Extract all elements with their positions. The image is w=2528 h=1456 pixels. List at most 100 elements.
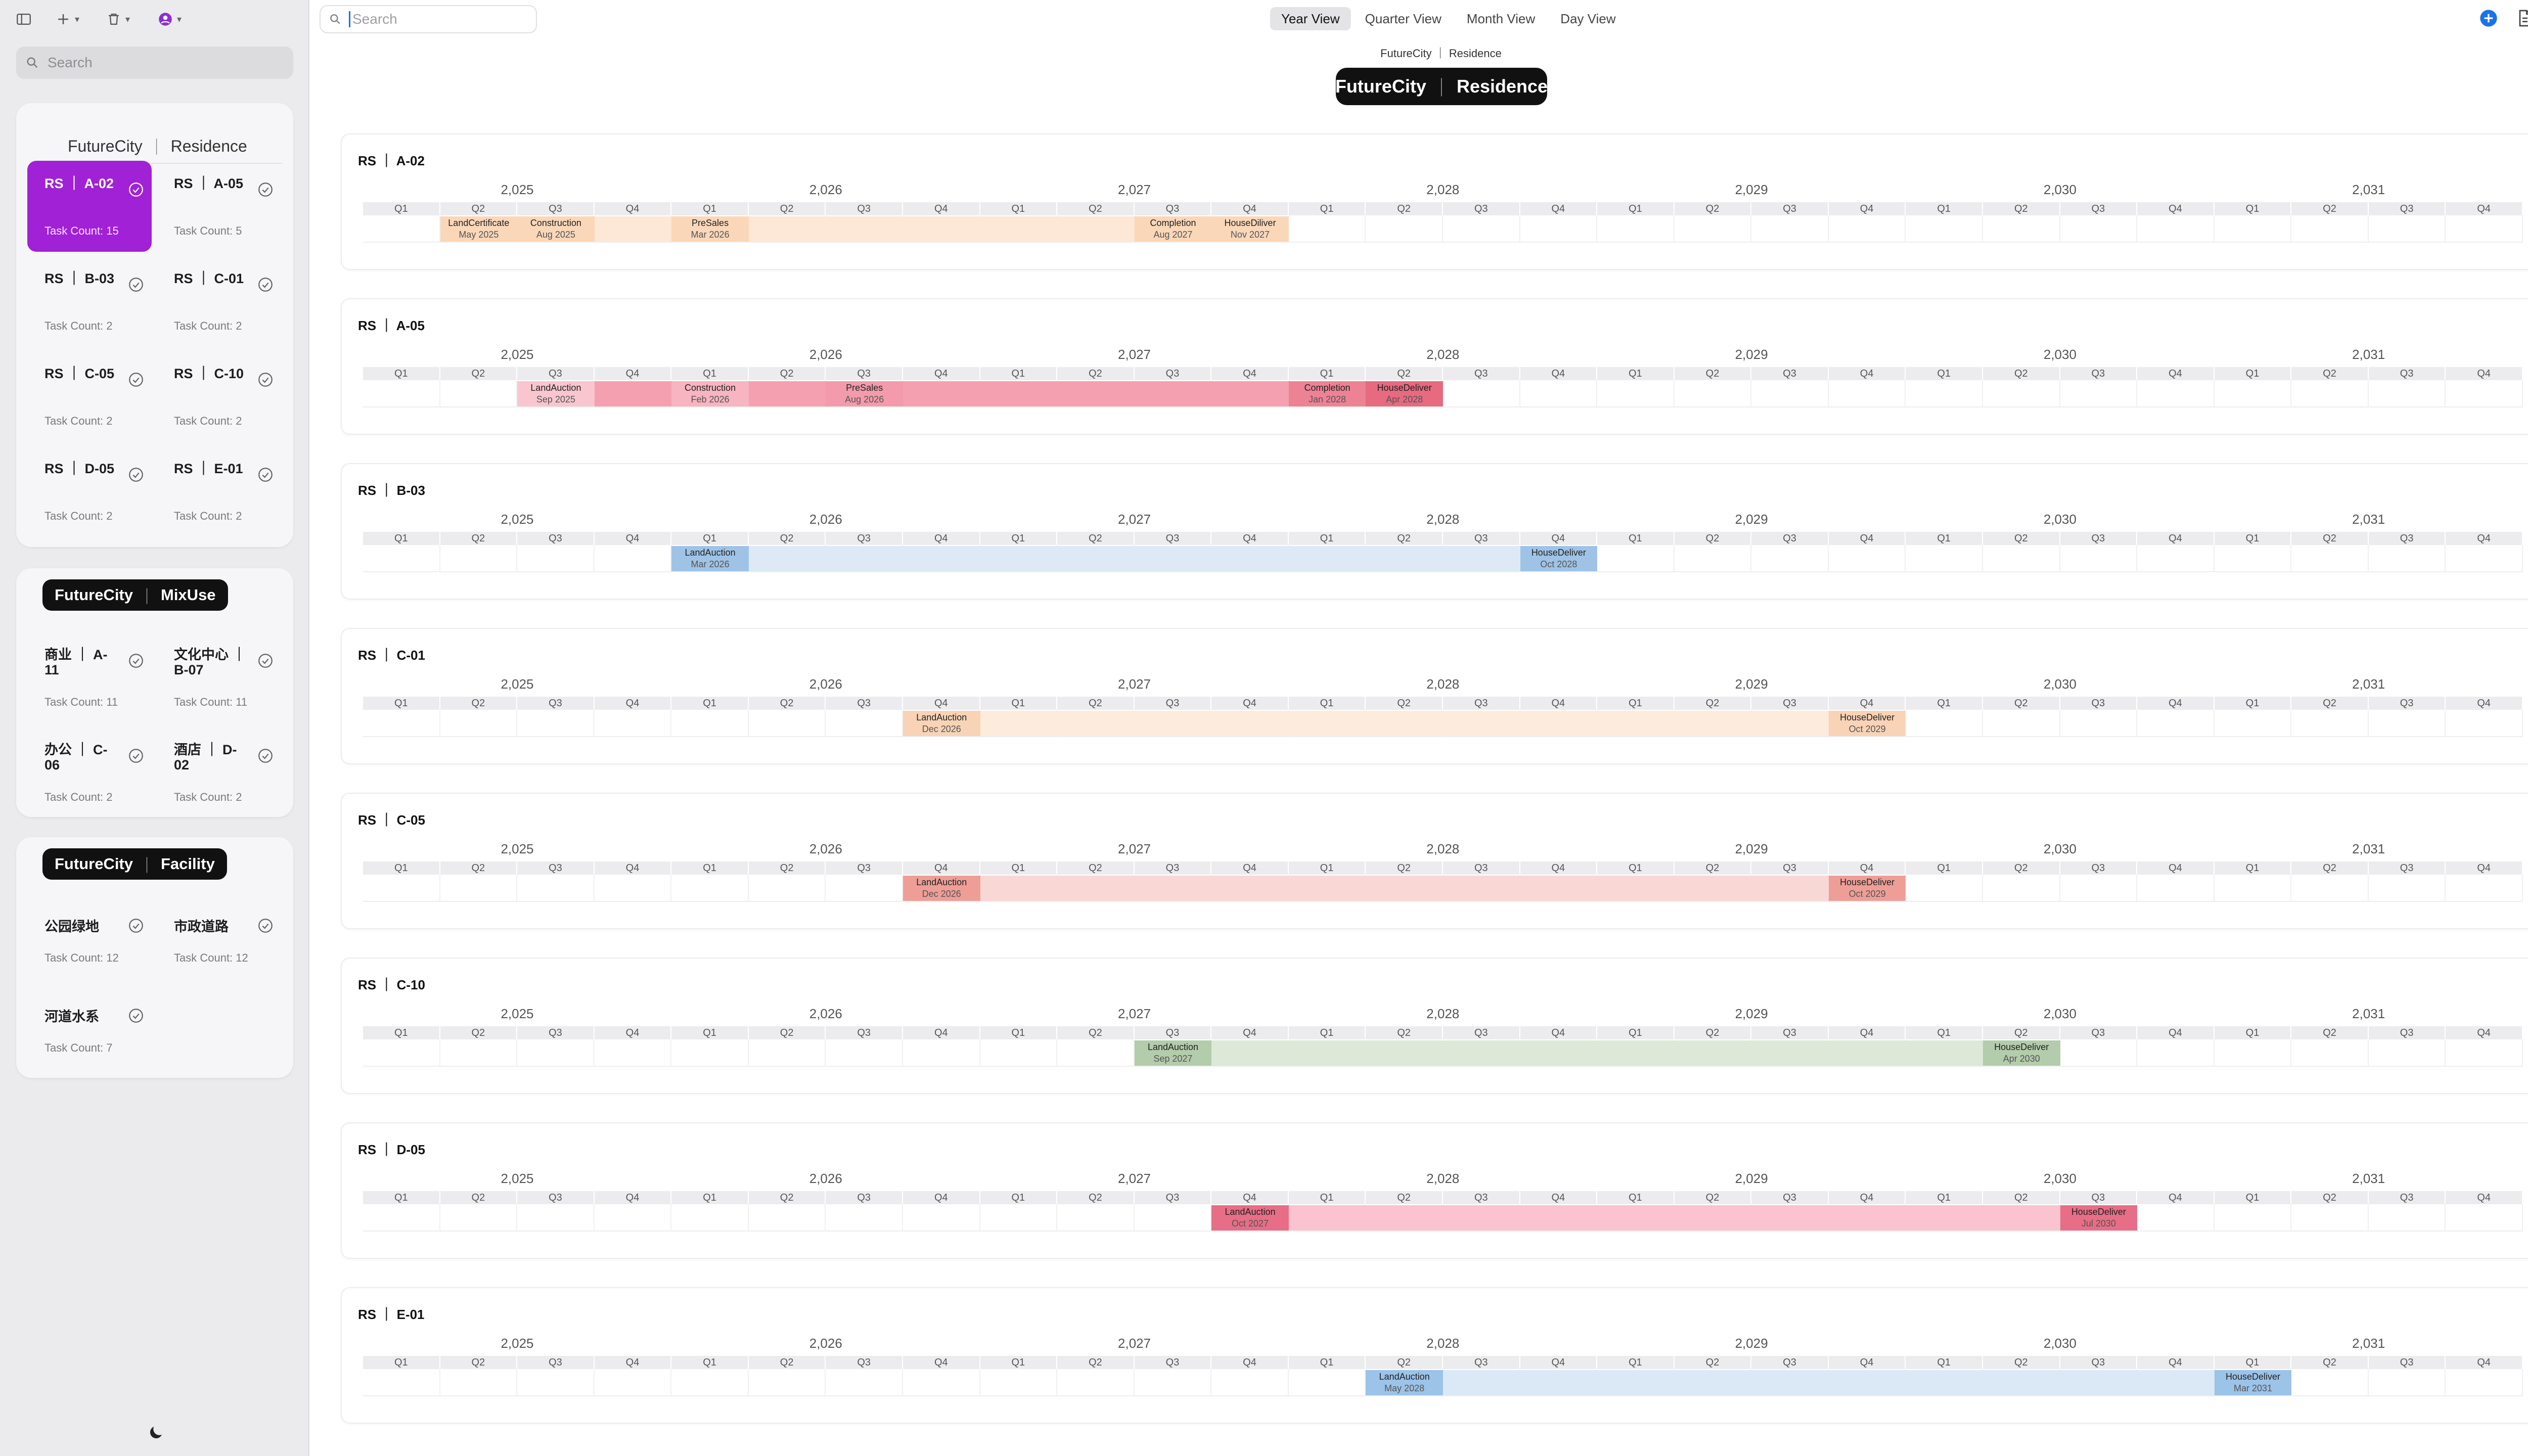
milestone[interactable]: HouseDeliver Jul 2030 bbox=[2060, 1205, 2138, 1231]
task-span-bar[interactable] bbox=[671, 546, 1598, 571]
milestone[interactable]: LandAuction Sep 2025 bbox=[517, 381, 595, 406]
grid-column bbox=[2060, 380, 2138, 407]
group-header-residence[interactable]: FutureCity ｜ Residence bbox=[41, 129, 282, 164]
project-card[interactable]: RS ｜ D-05 Task Count: 2 bbox=[27, 446, 152, 537]
milestone[interactable]: LandAuction May 2028 bbox=[1366, 1370, 1443, 1395]
milestone[interactable]: LandAuction Mar 2026 bbox=[671, 546, 749, 571]
grid-column bbox=[595, 1039, 672, 1067]
quarter-label: Q3 bbox=[1751, 1356, 1829, 1369]
milestone[interactable]: HouseDeliver Apr 2028 bbox=[1366, 381, 1443, 406]
project-card[interactable]: RS ｜ A-02 Task Count: 15 bbox=[27, 161, 152, 252]
year-label: 2,029 bbox=[1735, 1171, 1768, 1186]
quarter-label: Q2 bbox=[1675, 1191, 1752, 1204]
milestone[interactable]: LandAuction Dec 2026 bbox=[903, 876, 980, 901]
task-span-bar[interactable] bbox=[1366, 1370, 2292, 1395]
milestone[interactable]: HouseDeliver Oct 2029 bbox=[1828, 711, 1906, 736]
milestone[interactable]: LandCertificate May 2025 bbox=[440, 216, 518, 242]
check-circle-icon[interactable] bbox=[257, 371, 274, 388]
milestone[interactable]: HouseDeliver Apr 2030 bbox=[1983, 1040, 2060, 1066]
project-card[interactable]: 酒店 ｜ D-02 Task Count: 2 bbox=[157, 727, 281, 818]
account-menu-button[interactable]: ▾ bbox=[157, 9, 182, 29]
year-label: 2,030 bbox=[2043, 1336, 2076, 1351]
check-circle-icon[interactable] bbox=[127, 1007, 145, 1024]
check-circle-icon[interactable] bbox=[127, 181, 145, 198]
milestone[interactable]: HouseDeliver Oct 2029 bbox=[1828, 876, 1906, 901]
milestone[interactable]: LandAuction Dec 2026 bbox=[903, 711, 980, 736]
project-card[interactable]: RS ｜ C-05 Task Count: 2 bbox=[27, 351, 152, 442]
project-card[interactable]: RS ｜ C-10 Task Count: 2 bbox=[157, 351, 281, 442]
check-circle-icon[interactable] bbox=[257, 466, 274, 483]
project-card[interactable]: 公园绿地 Task Count: 12 bbox=[27, 901, 152, 992]
check-circle-icon[interactable] bbox=[127, 466, 145, 483]
check-circle-icon[interactable] bbox=[127, 917, 145, 934]
check-circle-icon[interactable] bbox=[257, 917, 274, 934]
milestone[interactable]: Completion Jan 2028 bbox=[1288, 381, 1366, 406]
milestone-date: May 2025 bbox=[459, 230, 499, 240]
milestone[interactable]: HouseDeliver Mar 2031 bbox=[2214, 1370, 2292, 1395]
delete-menu-button[interactable]: ▾ bbox=[105, 9, 130, 29]
quarter-label: Q1 bbox=[1597, 1191, 1675, 1204]
main-search-input[interactable]: Search bbox=[320, 5, 537, 33]
project-card[interactable]: 商业 ｜ A-11 Task Count: 11 bbox=[27, 632, 152, 723]
project-card[interactable]: 河道水系 Task Count: 7 bbox=[27, 991, 152, 1082]
milestone[interactable]: HouseDiliver Nov 2027 bbox=[1211, 216, 1289, 242]
tab-month-view[interactable]: Month View bbox=[1466, 11, 1536, 26]
dark-mode-moon-icon[interactable] bbox=[147, 1424, 165, 1442]
milestone[interactable]: HouseDeliver Oct 2028 bbox=[1520, 546, 1598, 571]
tab-year-view[interactable]: Year View bbox=[1270, 7, 1351, 30]
quarter-label: Q3 bbox=[826, 1356, 903, 1369]
group-type: Residence bbox=[170, 136, 247, 155]
add-circle-icon[interactable] bbox=[2478, 8, 2499, 28]
sidebar-search-input[interactable]: Search bbox=[16, 47, 293, 79]
grid-column bbox=[440, 1039, 518, 1067]
milestone[interactable]: LandAuction Sep 2027 bbox=[1134, 1040, 1212, 1066]
quarter-label: Q1 bbox=[1289, 861, 1366, 875]
quarter-label: Q3 bbox=[517, 1026, 595, 1039]
check-circle-icon[interactable] bbox=[127, 652, 145, 669]
project-card[interactable]: RS ｜ A-05 Task Count: 5 bbox=[157, 161, 281, 252]
grid-column bbox=[1829, 545, 1906, 572]
quarter-label: Q1 bbox=[671, 1026, 749, 1039]
check-circle-icon[interactable] bbox=[257, 747, 274, 764]
add-menu-button[interactable]: ▾ bbox=[55, 9, 79, 29]
grid-column bbox=[2369, 875, 2446, 902]
task-span-bar[interactable] bbox=[903, 711, 1906, 736]
task-span-bar[interactable] bbox=[903, 876, 1906, 901]
milestone[interactable]: Construction Feb 2026 bbox=[671, 381, 749, 406]
group-header-mixuse[interactable]: FutureCity ｜ MixUse bbox=[42, 579, 228, 611]
project-card[interactable]: RS ｜ B-03 Task Count: 2 bbox=[27, 256, 152, 347]
year-label: 2,029 bbox=[1735, 512, 1768, 527]
quarter-label: Q4 bbox=[2446, 202, 2523, 215]
task-span-bar[interactable] bbox=[1134, 1040, 2060, 1066]
quarter-label: Q3 bbox=[1443, 1356, 1520, 1369]
quarter-label: Q3 bbox=[2369, 367, 2446, 380]
year-label: 2,027 bbox=[1118, 347, 1151, 362]
check-circle-icon[interactable] bbox=[127, 747, 145, 764]
milestone[interactable]: LandAuction Oct 2027 bbox=[1211, 1205, 1289, 1231]
check-circle-icon[interactable] bbox=[127, 276, 145, 293]
quarter-label: Q3 bbox=[1751, 367, 1829, 380]
document-icon[interactable] bbox=[2515, 8, 2528, 28]
milestone[interactable]: PreSales Aug 2026 bbox=[826, 381, 903, 406]
quarter-label: Q2 bbox=[1057, 1356, 1135, 1369]
milestone[interactable]: PreSales Mar 2026 bbox=[671, 216, 749, 242]
sidebar-toggle-icon[interactable] bbox=[15, 9, 32, 29]
year-label: 2,025 bbox=[501, 347, 534, 362]
project-card[interactable]: 办公 ｜ C-06 Task Count: 2 bbox=[27, 727, 152, 818]
group-header-facility[interactable]: FutureCity ｜ Facility bbox=[42, 848, 227, 880]
tab-quarter-view[interactable]: Quarter View bbox=[1365, 11, 1441, 26]
project-card[interactable]: 市政道路 Task Count: 12 bbox=[157, 901, 281, 992]
grid-column bbox=[1983, 710, 2060, 737]
check-circle-icon[interactable] bbox=[127, 371, 145, 388]
check-circle-icon[interactable] bbox=[257, 276, 274, 293]
milestone[interactable]: Completion Aug 2027 bbox=[1134, 216, 1212, 242]
page-title: FutureCity ｜ Residence bbox=[1335, 68, 1548, 105]
tab-day-view[interactable]: Day View bbox=[1560, 11, 1616, 26]
check-circle-icon[interactable] bbox=[257, 652, 274, 669]
milestone[interactable]: Construction Aug 2025 bbox=[517, 216, 595, 242]
project-card[interactable]: RS ｜ C-01 Task Count: 2 bbox=[157, 256, 281, 347]
check-circle-icon[interactable] bbox=[257, 181, 274, 198]
project-card[interactable]: 文化中心 ｜ B-07 Task Count: 11 bbox=[157, 632, 281, 723]
task-span-bar[interactable] bbox=[1211, 1205, 2138, 1231]
project-card[interactable]: RS ｜ E-01 Task Count: 2 bbox=[157, 446, 281, 537]
